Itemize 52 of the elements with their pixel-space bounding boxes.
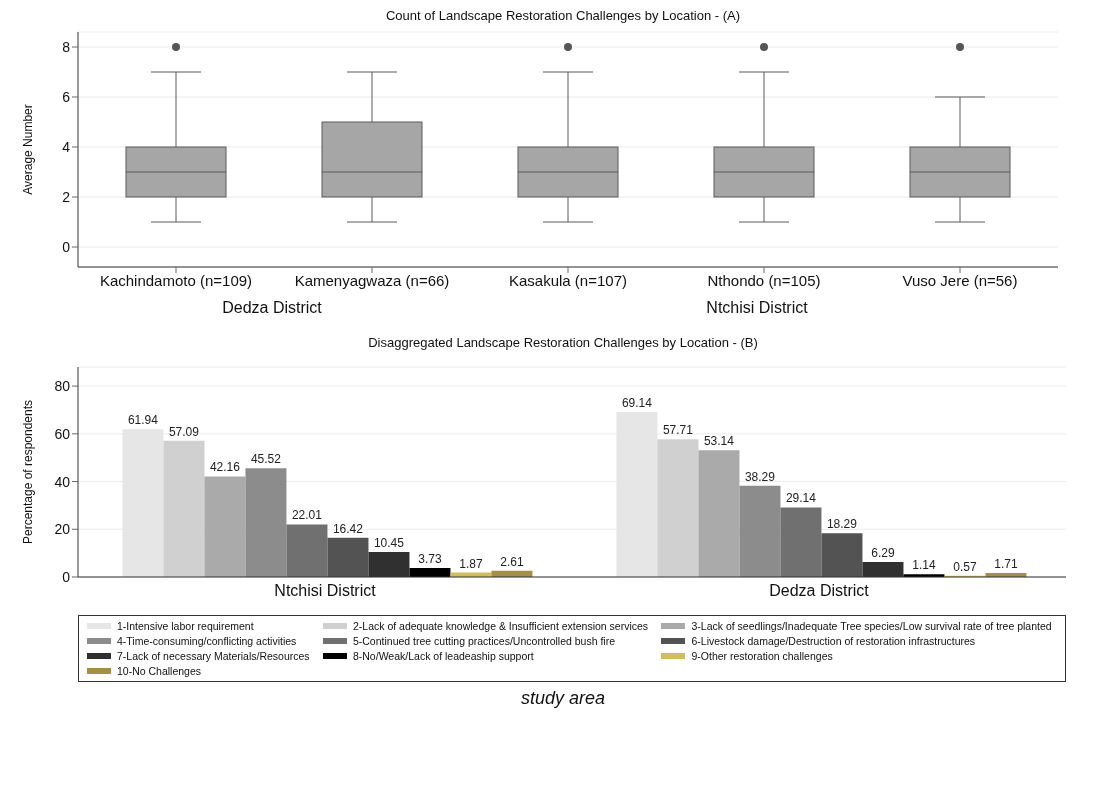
x-tick-label: Vuso Jere (n=56) xyxy=(902,271,1018,289)
y-tick-label: 4 xyxy=(62,138,71,155)
data-label: 18.29 xyxy=(826,517,858,532)
y-tick-label: 2 xyxy=(62,188,71,205)
legend-label: 8-No/Weak/Lack of leadeaship support xyxy=(352,650,534,662)
legend-label: 6-Livestock damage/Destruction of restoration infrastructures xyxy=(691,635,976,647)
y-axis-title: Percentage of respondents xyxy=(21,399,36,545)
chart-title: Count of Landscape Restoration Challenges by Location - (A) xyxy=(384,8,742,23)
legend-label: 4-Time-consuming/conflicting activities xyxy=(117,635,297,647)
text: study area xyxy=(519,688,607,709)
y-tick-label: 40 xyxy=(54,473,71,490)
y-tick-label: 80 xyxy=(54,378,71,395)
data-label: 29.14 xyxy=(785,491,817,506)
x-tick-label: Kachindamoto (n=109) xyxy=(99,271,253,289)
y-tick-label: 6 xyxy=(62,88,71,105)
data-label: 22.01 xyxy=(291,508,323,523)
data-label: 10.45 xyxy=(373,536,405,551)
data-label: 38.29 xyxy=(744,469,776,484)
legend-label: 3-Lack of seedlings/Inadequate Tree species/Low survival rate of tree planted xyxy=(691,620,1052,632)
y-tick-label: 0 xyxy=(62,238,71,255)
data-label: 61.94 xyxy=(127,413,159,428)
legend-label: 9-Other restoration challenges xyxy=(691,650,833,662)
text: Dedza District xyxy=(221,299,323,317)
text: Ntchisi District xyxy=(705,299,809,317)
data-label: 45.52 xyxy=(250,452,282,467)
data-label: 6.29 xyxy=(871,545,895,560)
data-label: 57.09 xyxy=(168,424,200,439)
y-tick-label: 0 xyxy=(62,568,71,585)
data-label: 69.14 xyxy=(621,396,653,411)
x-tick-label: Nthondo (n=105) xyxy=(707,271,821,289)
y-axis-title: Average Number xyxy=(21,104,36,195)
data-label: 3.73 xyxy=(418,552,442,567)
x-tick-label: Kasakula (n=107) xyxy=(509,271,627,289)
legend-label: 2-Lack of adequate knowledge & Insufficient extension services xyxy=(352,620,649,632)
data-label: 53.14 xyxy=(703,434,735,449)
chart-title: Disaggregated Landscape Restoration Challenges by Location - (B) xyxy=(367,335,759,350)
x-tick-label: Kamenyagwaza (n=66) xyxy=(294,271,450,289)
legend-label: 10-No Challenges xyxy=(117,665,202,677)
y-tick-label: 20 xyxy=(54,521,71,538)
data-label: 1.87 xyxy=(459,556,483,571)
data-label: 0.57 xyxy=(953,559,977,574)
data-label: 1.14 xyxy=(912,558,936,573)
legend-label: 1-Intensive labor requirement xyxy=(117,620,254,632)
y-tick-label: 8 xyxy=(62,38,71,55)
data-label: 42.16 xyxy=(209,460,241,475)
data-label: 2.61 xyxy=(500,554,524,569)
y-tick-label: 60 xyxy=(54,425,71,442)
legend-label: 7-Lack of necessary Materials/Resources xyxy=(117,650,310,662)
data-label: 1.71 xyxy=(994,556,1018,571)
data-label: 57.71 xyxy=(662,423,694,438)
data-label: 16.42 xyxy=(332,521,364,536)
legend-label: 5-Continued tree cutting practices/Uncontrolled bush fire xyxy=(352,635,616,647)
